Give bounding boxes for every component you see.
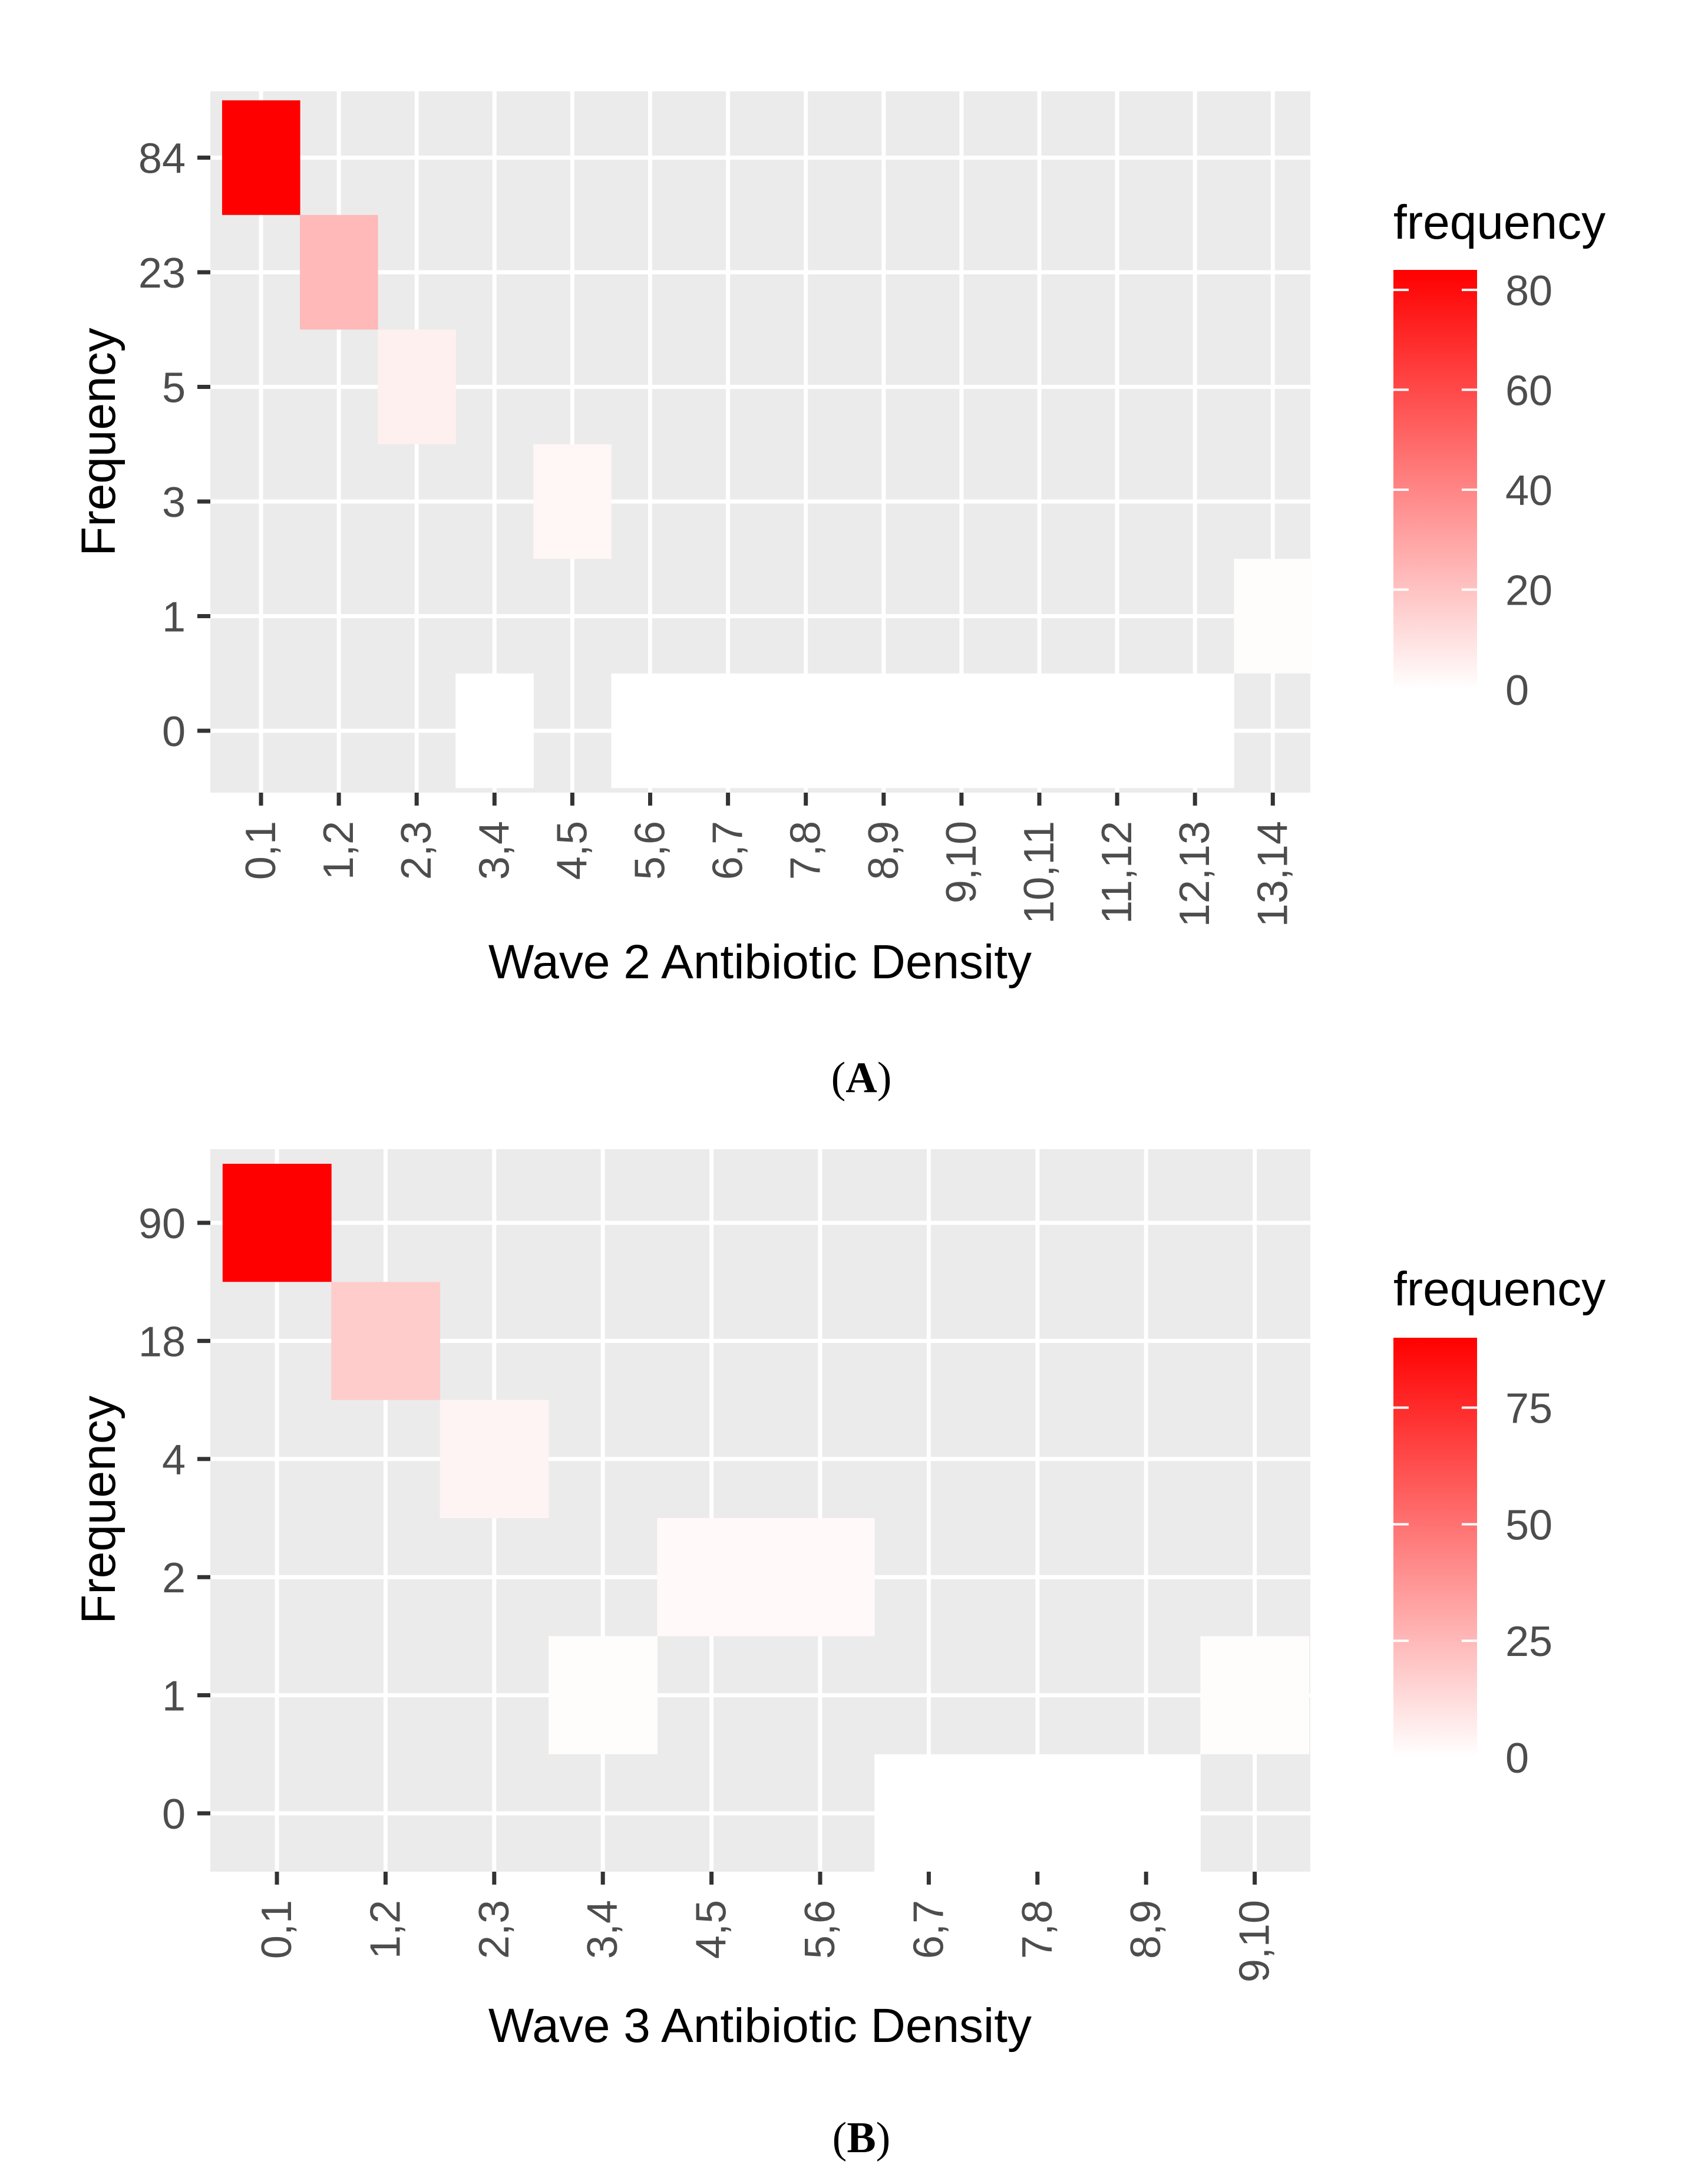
tiles-b [222,1163,1310,1873]
legend-a: frequency 0 20 40 60 80 [1393,196,1606,714]
y-tick-label: 84 [138,136,186,183]
legend-tick-label: 75 [1505,1385,1552,1433]
x-tick-label: 5,6 [627,821,674,880]
panel-label-b: (B) [833,2114,891,2162]
tile-2-3 [378,329,456,444]
panel-label-a: (A) [831,1054,892,1102]
x-axis-a: 0,1 1,2 2,3 3,4 4,5 5,6 6,7 7,8 8,9 9,10 10,11 11,1… [237,793,1296,927]
tile-3-4 [455,673,534,789]
x-tick-label: 5,6 [797,1900,844,1959]
y-tick-label: 0 [162,708,186,756]
legend-ticks-a: 0 20 40 60 80 [1393,268,1552,714]
y-tick-label: 90 [138,1200,186,1248]
x-tick-label: 3,4 [471,821,518,880]
tile-3-4 [549,1636,658,1754]
legend-tick-label: 80 [1505,268,1552,315]
tile-4-5 [657,1518,767,1637]
x-tick-label: 1,2 [315,821,362,880]
tile-4-5 [533,444,612,559]
tile-13-14 [1234,559,1312,674]
legend-tick-label: 25 [1505,1618,1552,1665]
y-axis-b: 0 1 2 4 18 90 [138,1200,210,1838]
y-tick-label: 0 [162,1791,186,1838]
tile-9-10 [922,673,1001,789]
x-tick-label: 10,11 [1016,821,1063,924]
tile-0-1 [222,1163,332,1282]
legend-b: frequency 0 25 50 75 [1393,1262,1606,1782]
panel-label-b-letter: B [847,2114,876,2162]
y-axis-title-a: Frequency [72,328,125,556]
tile-2-3 [440,1400,549,1518]
tile-11-12 [1078,673,1157,789]
tile-12-13 [1156,673,1234,789]
x-tick-label: 12,13 [1171,821,1218,927]
x-tick-label: 13,14 [1249,821,1296,927]
x-tick-label: 3,4 [579,1900,626,1959]
y-tick-label: 5 [162,365,186,412]
chart-a: 0 1 3 5 23 84 0,1 1,2 2,3 3,4 4,5 5,6 6,7 7,8 8,9 9,10… [72,91,1606,1102]
legend-title-a: frequency [1393,196,1606,249]
y-tick-label: 4 [162,1437,186,1484]
y-tick-label: 23 [138,250,186,297]
tile-7-8 [767,673,845,789]
tile-8-9 [1092,1754,1201,1873]
tile-6-7 [874,1754,984,1873]
tile-10-11 [1000,673,1079,789]
legend-tick-label: 0 [1505,1735,1529,1782]
plot-panel-b [210,1149,1310,1872]
tile-8-9 [844,673,923,789]
x-tick-label: 4,5 [688,1900,735,1959]
x-tick-label: 0,1 [237,821,285,880]
x-tick-label: 2,3 [393,821,440,880]
tile-1-2 [331,1282,441,1400]
tile-6-7 [689,673,768,789]
legend-tick-label: 0 [1505,667,1529,714]
legend-ticks-b: 0 25 50 75 [1393,1385,1552,1782]
x-tick-label: 8,9 [860,821,907,880]
legend-tick-label: 50 [1505,1502,1552,1549]
tile-5-6 [611,673,690,789]
y-axis-a: 0 1 3 5 23 84 [138,136,210,756]
x-tick-label: 7,8 [1014,1900,1061,1959]
x-tick-label: 6,7 [905,1900,952,1959]
tile-1-2 [300,215,378,330]
x-tick-label: 9,10 [938,821,985,903]
x-tick-label: 11,12 [1094,821,1141,924]
x-tick-label: 2,3 [471,1900,518,1959]
tiles-a [222,100,1312,789]
panel-label-a-letter: A [845,1054,877,1102]
x-tick-label: 8,9 [1122,1900,1170,1959]
legend-title-b: frequency [1393,1262,1606,1316]
y-tick-label: 1 [162,1673,186,1720]
x-axis-b: 0,1 1,2 2,3 3,4 4,5 5,6 6,7 7,8 8,9 9,10 [253,1872,1279,1982]
x-tick-label: 9,10 [1231,1900,1279,1982]
chart-b: 0 1 2 4 18 90 0,1 1,2 2,3 3,4 4,5 5,6 6,7 7,8 8,9 9,10… [72,1149,1606,2162]
y-tick-label: 1 [162,594,186,641]
tile-9-10 [1200,1636,1310,1754]
x-tick-label: 7,8 [782,821,830,880]
legend-colorbar-a [1393,270,1477,689]
y-tick-label: 2 [162,1555,186,1602]
x-tick-label: 1,2 [362,1900,409,1959]
x-axis-title-a: Wave 2 Antibiotic Density [488,935,1032,989]
x-tick-label: 0,1 [253,1900,300,1959]
legend-tick-label: 60 [1505,367,1552,414]
y-axis-title-b: Frequency [72,1395,125,1624]
x-axis-title-b: Wave 3 Antibiotic Density [488,1999,1032,2053]
legend-tick-label: 40 [1505,467,1552,514]
y-tick-label: 18 [138,1318,186,1365]
tile-0-1 [222,100,300,215]
tile-7-8 [983,1754,1092,1873]
tile-5-6 [765,1518,875,1637]
x-tick-label: 4,5 [549,821,596,880]
y-tick-label: 3 [162,479,186,526]
legend-colorbar-b [1393,1338,1477,1757]
gridlines-b [210,1149,1310,1872]
x-tick-label: 6,7 [705,821,752,880]
legend-tick-label: 20 [1505,567,1552,614]
